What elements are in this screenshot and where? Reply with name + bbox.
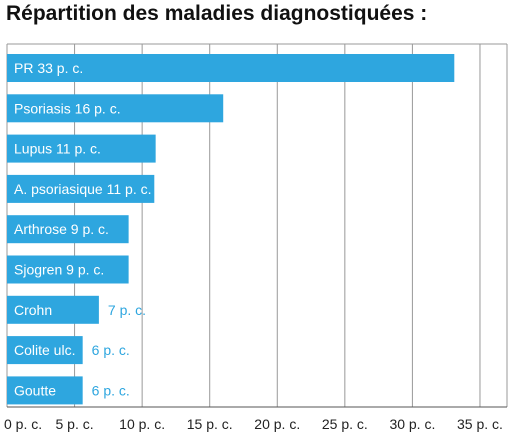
x-tick-label: 30 p. c. (389, 416, 435, 432)
bar-label: Colite ulc. (14, 342, 75, 358)
bar (7, 255, 129, 284)
x-tick-label: 0 p. c. (4, 416, 42, 432)
x-tick-label: 35 p. c. (457, 416, 503, 432)
bar (7, 336, 83, 365)
x-tick-label: 20 p. c. (254, 416, 300, 432)
bar-label: Sjogren 9 p. c. (14, 262, 104, 278)
bar (7, 376, 83, 405)
bar (7, 174, 155, 203)
x-tick-label: 15 p. c. (187, 416, 233, 432)
x-tick-label: 10 p. c. (119, 416, 165, 432)
bar (7, 295, 99, 324)
bar-value-label: 6 p. c. (92, 342, 130, 358)
bar-label: Crohn (14, 302, 52, 318)
bar-label: Goutte (14, 382, 56, 398)
bar (7, 215, 129, 244)
bar (7, 94, 224, 123)
x-tick-label: 5 p. c. (55, 416, 93, 432)
bar (7, 54, 455, 82)
bar-label: Lupus 11 p. c. (14, 141, 101, 157)
bar-value-label: 7 p. c. (108, 302, 146, 318)
bar-label: Arthrose 9 p. c. (14, 221, 109, 237)
bar-label: Psoriasis 16 p. c. (14, 100, 121, 116)
bar-value-label: 6 p. c. (92, 382, 130, 398)
bar-label: PR 33 p. c. (14, 60, 83, 76)
bar (7, 134, 156, 163)
x-tick-label: 25 p. c. (322, 416, 368, 432)
chart-title: Répartition des maladies diagnostiquées … (6, 2, 428, 25)
bar-label: A. psoriasique 11 p. c. (14, 181, 151, 197)
